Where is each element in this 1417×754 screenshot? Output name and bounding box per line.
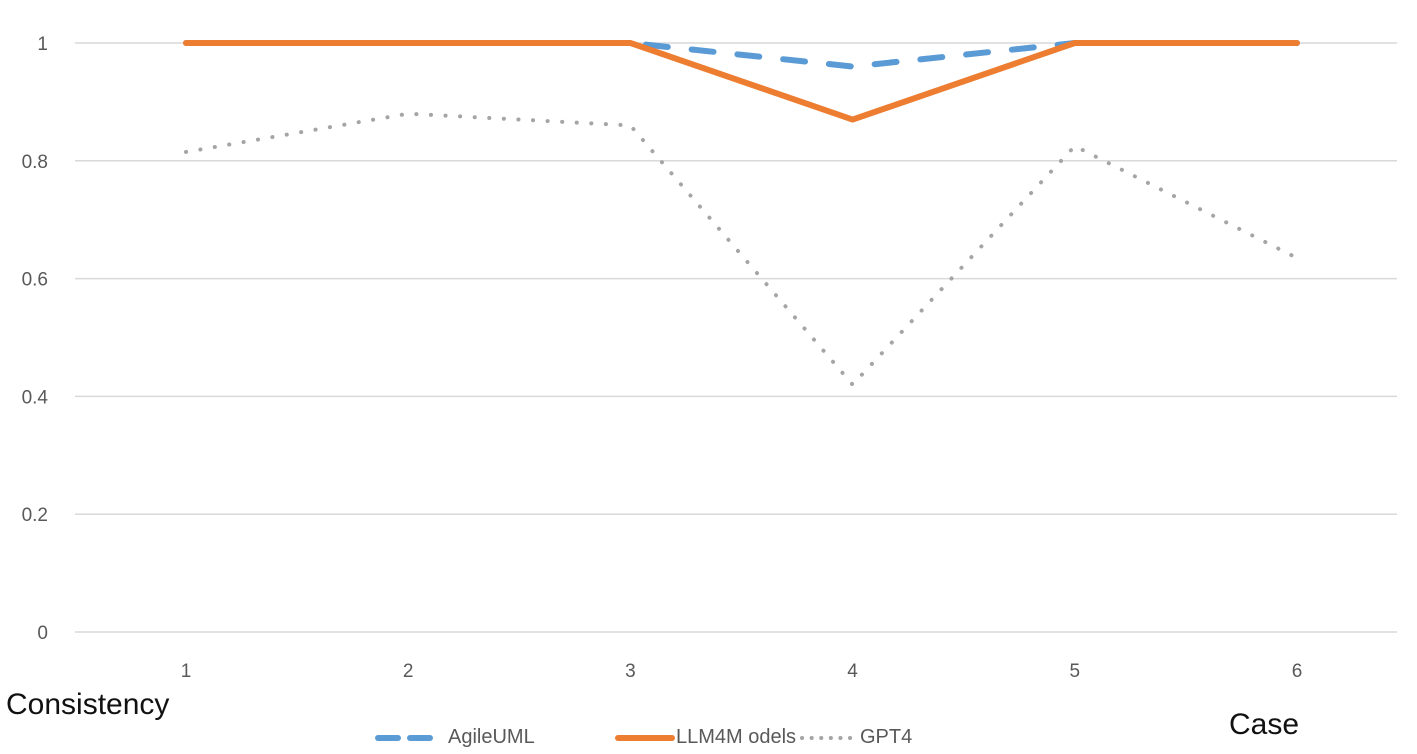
legend-label-gpt4: GPT4 xyxy=(860,726,912,748)
y-tick-label: 0.8 xyxy=(22,152,48,173)
x-tick-label: 6 xyxy=(1292,661,1303,682)
y-axis-ticks: 0 0.2 0.4 0.6 0.8 1 xyxy=(22,34,49,644)
legend-label-llm4models: LLM4M odels xyxy=(676,726,796,748)
gridlines xyxy=(75,42,1397,633)
legend-item-agileuml[interactable]: AgileUML xyxy=(375,726,535,748)
series-lines xyxy=(183,40,1300,387)
series-line-gpt4[interactable] xyxy=(184,111,1299,387)
series-line-llm4models[interactable] xyxy=(183,40,1300,123)
x-tick-label: 4 xyxy=(847,661,858,682)
legend-item-gpt4[interactable]: GPT4 xyxy=(800,726,912,748)
y-tick-label: 0.6 xyxy=(22,270,48,291)
x-axis-ticks: 1 2 3 4 5 6 xyxy=(181,661,1303,682)
y-tick-label: 0 xyxy=(37,623,48,644)
legend-label-agileuml: AgileUML xyxy=(448,726,535,748)
legend: AgileUML LLM4M odels GPT4 xyxy=(375,726,912,748)
x-tick-label: 1 xyxy=(181,661,192,682)
series-line-agileuml[interactable] xyxy=(183,40,1300,70)
y-tick-label: 1 xyxy=(37,34,48,55)
y-axis-title: Consistency xyxy=(6,688,169,721)
legend-item-llm4models[interactable]: LLM4M odels xyxy=(615,726,796,748)
x-axis-title: Case xyxy=(1229,708,1299,741)
x-tick-label: 3 xyxy=(625,661,636,682)
x-tick-label: 5 xyxy=(1070,661,1081,682)
y-tick-label: 0.4 xyxy=(22,387,49,408)
x-tick-label: 2 xyxy=(403,661,414,682)
y-tick-label: 0.2 xyxy=(22,505,48,526)
